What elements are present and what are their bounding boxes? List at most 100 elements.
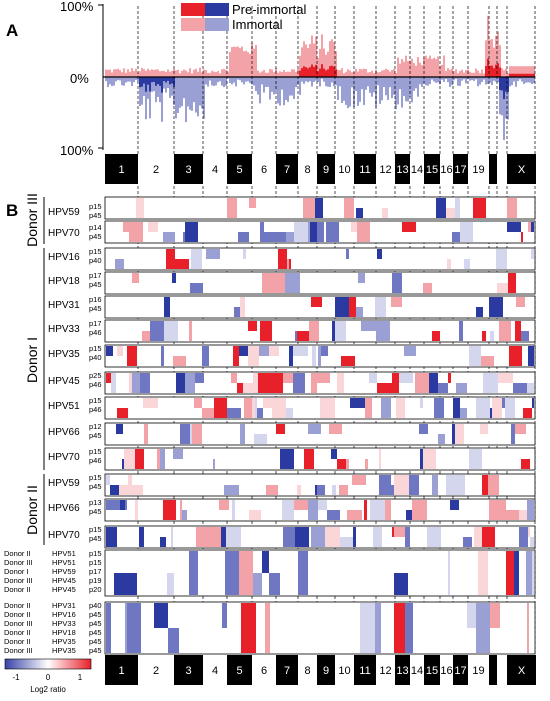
loss-bar-immortal: [111, 77, 113, 87]
chrom-top-cell: [317, 154, 335, 184]
loss-bar-immortal: [493, 77, 495, 81]
cnv-segment: [532, 551, 534, 595]
gain-bar-immortal: [469, 71, 471, 77]
gain-bar-pre-immortal: [529, 73, 531, 77]
cnv-segment: [172, 273, 176, 283]
heatmap-row: [104, 396, 536, 420]
cnv-segment: [519, 527, 528, 547]
cnv-segment: [391, 485, 394, 495]
row-name: HPV35: [48, 349, 80, 360]
loss-bar-immortal: [471, 77, 473, 81]
loss-bar-immortal: [481, 77, 483, 82]
loss-bar-immortal: [479, 77, 481, 85]
cnv-segment: [452, 424, 455, 444]
gain-bar-immortal: [269, 68, 271, 77]
cnv-segment: [521, 331, 529, 341]
chrom-top-cell: [468, 154, 489, 184]
chrom-bottom-label: 12: [379, 665, 391, 677]
gain-bar-immortal: [407, 61, 409, 77]
cnv-segment: [286, 408, 293, 418]
loss-bar-immortal: [305, 77, 307, 82]
row-name: HPV66: [48, 427, 80, 438]
cnv-segment: [180, 424, 190, 444]
gain-bar-pre-immortal: [509, 73, 511, 77]
cnv-segment: [106, 475, 110, 485]
loss-bar-immortal: [159, 77, 161, 103]
gain-bar-immortal: [247, 52, 249, 77]
loss-bar-immortal: [339, 77, 341, 87]
gain-bar-immortal: [237, 46, 239, 77]
gain-bar-immortal: [283, 70, 285, 77]
loss-bar-immortal: [417, 77, 419, 97]
gain-bar-pre-immortal: [511, 73, 513, 77]
heatmap-row: [104, 549, 536, 597]
gain-bar-immortal: [357, 71, 359, 77]
heatmap-row: [104, 447, 536, 471]
cnv-segment: [459, 321, 463, 341]
cnv-segment: [528, 222, 531, 232]
cnv-segment: [467, 603, 476, 628]
b2-row-1: Donor II HPV16 p45: [4, 610, 102, 619]
b1-hpv: HPV51: [52, 558, 76, 567]
cnv-segment: [311, 297, 322, 307]
gain-bar-immortal: [365, 68, 367, 77]
loss-bar-immortal: [423, 77, 425, 84]
loss-bar-immortal: [213, 77, 215, 86]
row-p2: p46: [89, 405, 102, 414]
cnv-segment: [476, 398, 490, 418]
gain-bar-immortal: [387, 69, 389, 77]
gain-bar-immortal: [403, 61, 405, 77]
gain-bar-immortal: [209, 72, 211, 77]
gain-bar-immortal: [441, 64, 443, 77]
loss-bar-immortal: [385, 77, 387, 96]
cnv-segment: [244, 398, 252, 418]
heatmap-row: [104, 498, 536, 522]
loss-bar-immortal: [211, 77, 213, 86]
gain-bar-immortal: [195, 68, 197, 77]
loss-bar-pre-immortal: [149, 77, 151, 92]
legend: Pre-immortal Immortal: [181, 2, 307, 32]
loss-bar-immortal: [431, 77, 433, 80]
b1-hpv: HPV45: [52, 576, 76, 585]
cnv-segment: [185, 222, 198, 242]
cnv-segment: [106, 527, 117, 547]
gain-bar-immortal: [111, 72, 113, 77]
loss-bar-immortal: [435, 77, 437, 83]
gain-bar-immortal: [251, 42, 253, 77]
loss-bar-immortal: [519, 77, 521, 80]
row-p1: p12: [89, 422, 102, 431]
heatmap-row: [104, 247, 536, 271]
loss-bar-immortal: [227, 77, 229, 79]
cnv-segment: [339, 485, 348, 495]
gain-bar-immortal: [281, 72, 283, 77]
cnv-segment: [157, 449, 160, 469]
cnv-segment: [202, 408, 214, 418]
b1-p: p19: [89, 576, 102, 585]
heatmap-rows: [104, 196, 536, 655]
gain-bar-immortal: [499, 45, 501, 77]
loss-bar-immortal: [143, 77, 145, 96]
cnv-segment: [332, 321, 335, 341]
chrom-top-label: 7: [284, 164, 290, 176]
loss-bar-immortal: [251, 77, 253, 85]
cnv-segment: [275, 273, 285, 293]
cnv-segment: [286, 232, 294, 242]
chrom-top-cell: [203, 154, 227, 184]
gain-bar-immortal: [301, 47, 303, 77]
cnv-segment: [478, 551, 488, 595]
cnv-segment: [252, 398, 255, 418]
row-p2: p45: [89, 534, 102, 543]
legend-imm-gain-swatch: [181, 18, 205, 31]
cnv-segment: [173, 356, 186, 366]
b1-donor: Donor II: [4, 585, 31, 594]
chrom-bottom-label: 9: [323, 665, 329, 677]
gain-bar-immortal: [405, 55, 407, 77]
cnv-segment: [106, 373, 111, 383]
b2-p: p45: [89, 637, 102, 646]
gain-bar-pre-immortal: [333, 66, 335, 77]
gain-bar-immortal: [359, 68, 361, 77]
loss-bar-pre-immortal: [501, 77, 503, 91]
b2-hpv: HPV31: [52, 601, 76, 610]
